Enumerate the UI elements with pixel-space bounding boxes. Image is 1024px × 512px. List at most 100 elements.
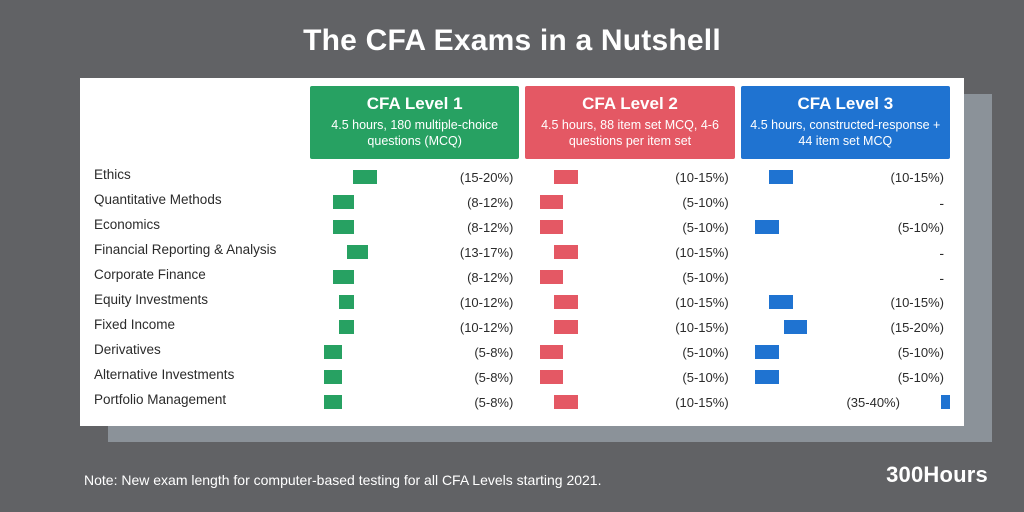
bar-zone: [525, 215, 640, 240]
brand-logo: 300Hours: [886, 462, 988, 488]
level-column-level3: CFA Level 34.5 hours, constructed-respon…: [741, 86, 950, 418]
data-row: (5-10%): [525, 340, 734, 365]
range-bar: [324, 370, 342, 384]
pct-label: (10-15%): [640, 320, 734, 335]
bar-zone: [525, 190, 640, 215]
bar-zone: [525, 240, 640, 265]
bar-zone: [310, 215, 425, 240]
range-bar: [540, 345, 564, 359]
pct-label: (10-15%): [856, 295, 950, 310]
data-row: (5-10%): [525, 215, 734, 240]
level-rows: (10-15%) (5-10%) (5-10%) (10-15%) (5-10%) (10…: [525, 159, 734, 415]
range-bar: [353, 170, 377, 184]
range-bar: [941, 395, 950, 409]
data-row: (5-10%): [741, 215, 950, 240]
data-row: (5-8%): [310, 365, 519, 390]
range-bar: [554, 245, 578, 259]
bar-zone: [525, 340, 640, 365]
data-row: (10-15%): [525, 390, 734, 415]
range-bar: [324, 395, 342, 409]
data-row: (5-10%): [525, 190, 734, 215]
data-row: (10-15%): [525, 315, 734, 340]
bar-zone: [310, 365, 425, 390]
data-row: (8-12%): [310, 215, 519, 240]
pct-label: (5-10%): [856, 220, 950, 235]
range-bar: [554, 395, 578, 409]
bar-zone: [525, 165, 640, 190]
pct-label: (5-10%): [856, 345, 950, 360]
pct-label: (10-15%): [640, 295, 734, 310]
range-bar: [333, 220, 354, 234]
topic-labels-column: EthicsQuantitative MethodsEconomicsFinan…: [94, 86, 304, 418]
pct-label: (10-15%): [640, 170, 734, 185]
pct-label: (10-12%): [425, 295, 519, 310]
level-column-level2: CFA Level 24.5 hours, 88 item set MCQ, 4…: [525, 86, 734, 418]
comparison-grid: EthicsQuantitative MethodsEconomicsFinan…: [94, 86, 950, 418]
pct-label: (5-10%): [640, 195, 734, 210]
empty-dash: -: [741, 270, 950, 286]
data-row: (10-15%): [525, 240, 734, 265]
range-bar: [540, 220, 564, 234]
data-row: (10-15%): [741, 290, 950, 315]
range-bar: [554, 320, 578, 334]
topic-label: Portfolio Management: [94, 387, 304, 412]
bar-zone: [310, 290, 425, 315]
data-row: (8-12%): [310, 190, 519, 215]
range-bar: [554, 295, 578, 309]
bar-zone: [525, 290, 640, 315]
footer: Note: New exam length for computer-based…: [84, 462, 988, 488]
bar-zone: [741, 215, 856, 240]
bar-zone: [904, 390, 950, 415]
bar-zone: [310, 340, 425, 365]
pct-label: (35-40%): [741, 395, 904, 410]
level-header-level2: CFA Level 24.5 hours, 88 item set MCQ, 4…: [525, 86, 734, 159]
pct-label: (5-10%): [856, 370, 950, 385]
pct-label: (10-15%): [640, 245, 734, 260]
data-row: -: [741, 190, 950, 215]
pct-label: (5-10%): [640, 345, 734, 360]
range-bar: [333, 195, 354, 209]
pct-label: (15-20%): [856, 320, 950, 335]
pct-label: (5-8%): [425, 395, 519, 410]
bar-zone: [310, 265, 425, 290]
pct-label: (8-12%): [425, 270, 519, 285]
data-row: -: [741, 265, 950, 290]
pct-label: (8-12%): [425, 220, 519, 235]
range-bar: [784, 320, 808, 334]
data-row: (5-10%): [741, 340, 950, 365]
data-row: (15-20%): [310, 165, 519, 190]
level-title: CFA Level 2: [533, 94, 726, 114]
range-bar: [769, 295, 793, 309]
topic-label: Fixed Income: [94, 312, 304, 337]
pct-label: (5-8%): [425, 370, 519, 385]
bar-zone: [525, 365, 640, 390]
bar-zone: [310, 240, 425, 265]
topic-label: Financial Reporting & Analysis: [94, 237, 304, 262]
pct-label: (8-12%): [425, 195, 519, 210]
pct-label: (10-15%): [640, 395, 734, 410]
range-bar: [540, 195, 564, 209]
level-rows: (15-20%)(8-12%)(8-12%)(13-17%)(8-12%)(10…: [310, 159, 519, 415]
data-row: (10-15%): [525, 290, 734, 315]
bar-zone: [310, 190, 425, 215]
pct-label: (5-8%): [425, 345, 519, 360]
pct-label: (5-10%): [640, 370, 734, 385]
range-bar: [324, 345, 342, 359]
range-bar: [347, 245, 368, 259]
page-title: The CFA Exams in a Nutshell: [0, 0, 1024, 58]
range-bar: [339, 295, 354, 309]
data-row: (15-20%): [741, 315, 950, 340]
range-bar: [540, 270, 564, 284]
data-row: (10-12%): [310, 315, 519, 340]
data-row: (5-10%): [525, 265, 734, 290]
level-title: CFA Level 1: [318, 94, 511, 114]
main-card: EthicsQuantitative MethodsEconomicsFinan…: [80, 78, 964, 426]
pct-label: (15-20%): [425, 170, 519, 185]
data-row: (35-40%): [741, 390, 950, 415]
range-bar: [554, 170, 578, 184]
bar-zone: [310, 315, 425, 340]
bar-zone: [741, 365, 856, 390]
topic-label: Ethics: [94, 162, 304, 187]
level-subtitle: 4.5 hours, 180 multiple-choice questions…: [318, 118, 511, 149]
footnote: Note: New exam length for computer-based…: [84, 472, 602, 488]
